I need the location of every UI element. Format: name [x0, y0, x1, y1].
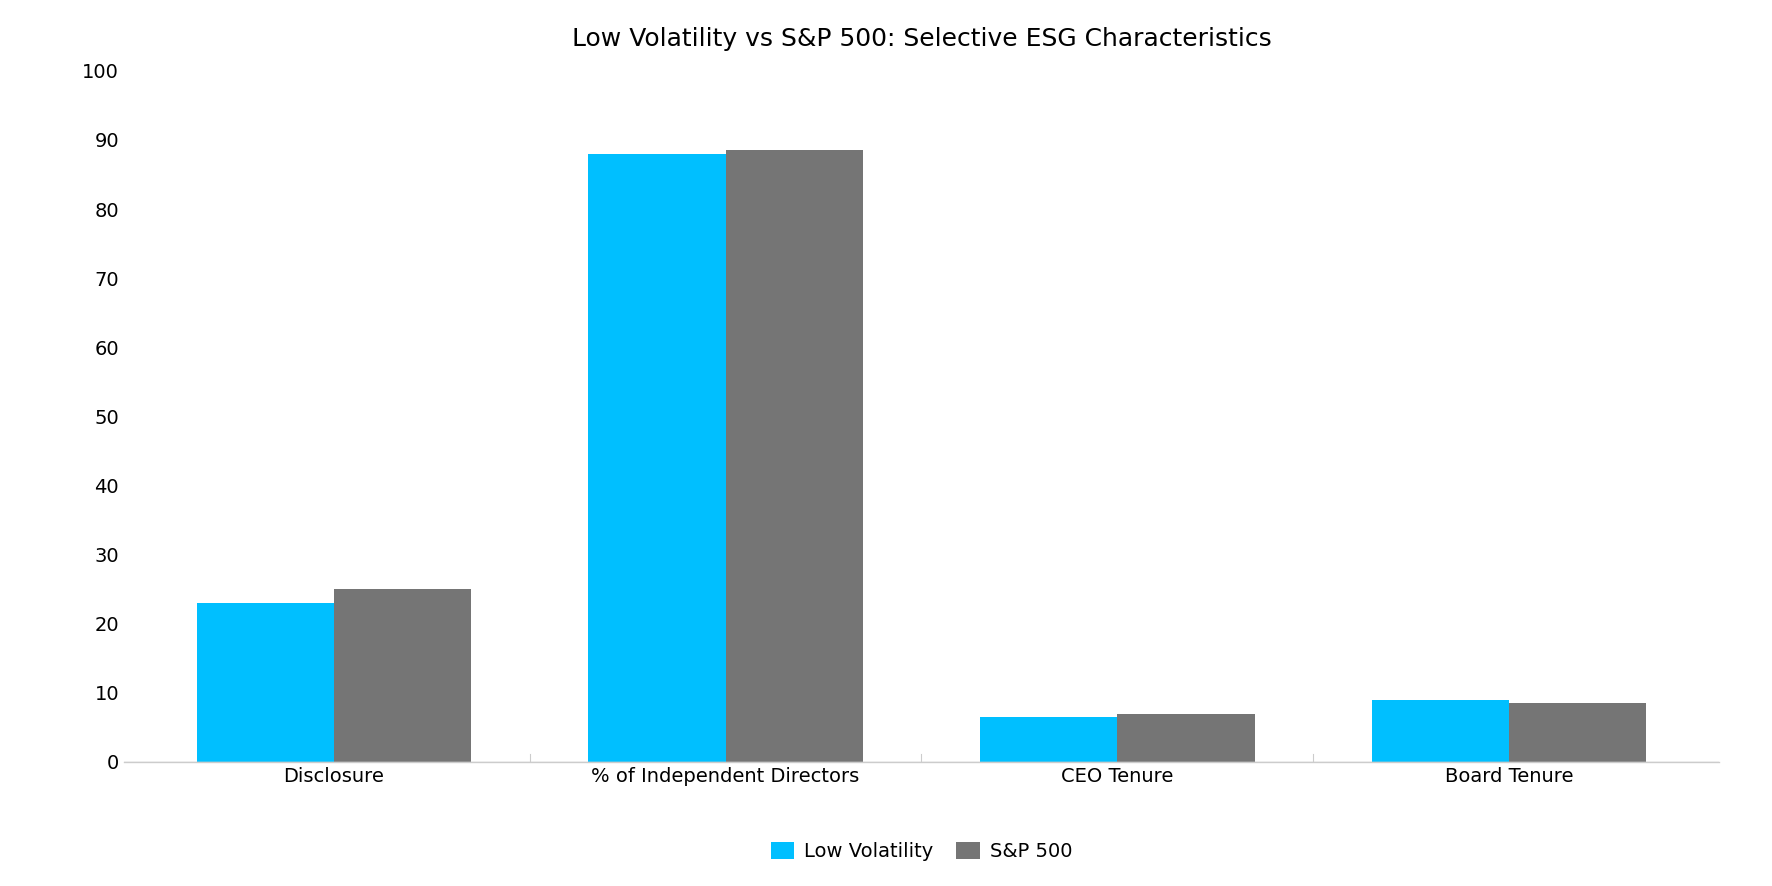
Legend: Low Volatility, S&P 500: Low Volatility, S&P 500 [764, 834, 1079, 869]
Bar [588, 154, 725, 762]
Bar [1372, 700, 1510, 762]
Bar [333, 589, 471, 762]
Bar [1118, 713, 1255, 762]
Bar [197, 603, 333, 762]
Bar [980, 717, 1118, 762]
Bar [1510, 703, 1646, 762]
Bar [725, 151, 863, 762]
Title: Low Volatility vs S&P 500: Selective ESG Characteristics: Low Volatility vs S&P 500: Selective ESG… [572, 27, 1271, 51]
